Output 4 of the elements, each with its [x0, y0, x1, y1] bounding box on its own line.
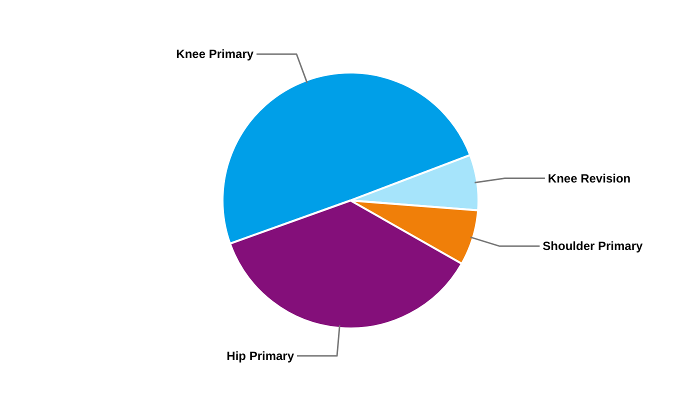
slice-label: Knee Primary	[176, 47, 254, 62]
slice-label: Hip Primary	[226, 348, 294, 363]
slice-label: Knee Revision	[548, 171, 631, 186]
slice-label: Shoulder Primary	[542, 239, 644, 254]
